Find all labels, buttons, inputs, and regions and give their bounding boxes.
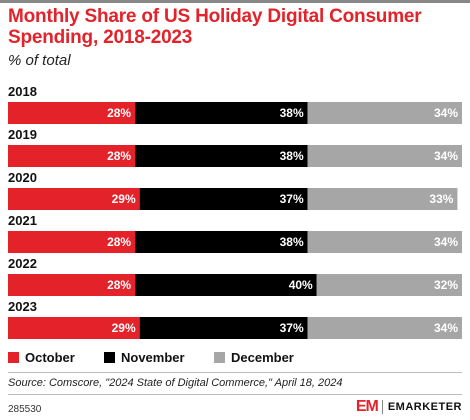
- data-label-november-2020: 37%: [280, 192, 304, 206]
- bar-december-2023: [307, 317, 462, 339]
- bar-december-2019: [307, 145, 462, 167]
- bar-november-2022: [135, 274, 317, 296]
- chart-title: Monthly Share of US Holiday Digital Cons…: [8, 6, 422, 48]
- brand-mark-icon: EM: [355, 398, 379, 415]
- year-label-2018: 2018: [8, 84, 37, 99]
- data-label-november-2019: 38%: [280, 149, 304, 163]
- data-label-october-2023: 29%: [112, 321, 136, 335]
- data-label-november-2018: 38%: [280, 106, 304, 120]
- bar-december-2020: [307, 188, 458, 210]
- data-label-october-2018: 28%: [107, 106, 131, 120]
- legend-item-december: December: [214, 350, 294, 365]
- year-label-2023: 2023: [8, 299, 37, 314]
- brand-separator: [381, 400, 383, 414]
- data-label-november-2021: 38%: [280, 235, 304, 249]
- data-label-october-2021: 28%: [107, 235, 131, 249]
- data-label-october-2020: 29%: [112, 192, 136, 206]
- bar-october-2019: [8, 145, 136, 167]
- chart-id: 285530: [8, 404, 42, 415]
- legend-swatch-october: [8, 351, 19, 363]
- bar-november-2019: [135, 145, 308, 167]
- legend-label-december: December: [231, 349, 294, 365]
- divider-top: [8, 372, 462, 373]
- legend-label-november: November: [121, 349, 185, 365]
- legend-item-october: October: [8, 350, 104, 365]
- data-label-december-2018: 34%: [434, 106, 458, 120]
- data-label-december-2023: 34%: [434, 321, 458, 335]
- bar-november-2018: [135, 102, 308, 124]
- legend: October November December: [8, 349, 294, 365]
- bar-november-2020: [139, 188, 308, 210]
- bar-november-2023: [139, 317, 308, 339]
- data-label-december-2020: 33%: [429, 192, 453, 206]
- year-label-2021: 2021: [8, 213, 37, 228]
- data-label-october-2022: 28%: [107, 278, 131, 292]
- brand-logo: EM EMARKETER: [356, 398, 462, 416]
- data-label-december-2021: 34%: [434, 235, 458, 249]
- brand-name: EMARKETER: [387, 401, 462, 413]
- data-label-december-2019: 34%: [434, 149, 458, 163]
- legend-item-november: November: [104, 350, 214, 365]
- bar-december-2021: [307, 231, 462, 253]
- bar-november-2021: [135, 231, 308, 253]
- bar-october-2023: [8, 317, 140, 339]
- top-rule: [0, 0, 470, 3]
- year-label-2020: 2020: [8, 170, 37, 185]
- chart-subtitle: % of total: [8, 52, 71, 69]
- data-label-december-2022: 32%: [434, 278, 458, 292]
- data-label-november-2022: 40%: [289, 278, 313, 292]
- bar-october-2021: [8, 231, 136, 253]
- year-label-2019: 2019: [8, 127, 37, 142]
- data-label-november-2023: 37%: [280, 321, 304, 335]
- bar-october-2022: [8, 274, 136, 296]
- legend-swatch-december: [214, 351, 225, 363]
- source-note: Source: Comscore, "2024 State of Digital…: [8, 377, 343, 389]
- legend-label-october: October: [25, 349, 75, 365]
- bar-october-2020: [8, 188, 140, 210]
- bar-october-2018: [8, 102, 136, 124]
- legend-swatch-november: [104, 351, 115, 363]
- bar-december-2022: [316, 274, 462, 296]
- divider-bottom: [8, 394, 462, 395]
- stacked-bar-chart: 2018 28% 38% 34% 2019 28% 38% 34% 2020 29% 37% 33% 2…: [8, 84, 462, 339]
- year-label-2022: 2022: [8, 256, 37, 271]
- bar-december-2018: [307, 102, 462, 124]
- data-label-october-2019: 28%: [107, 149, 131, 163]
